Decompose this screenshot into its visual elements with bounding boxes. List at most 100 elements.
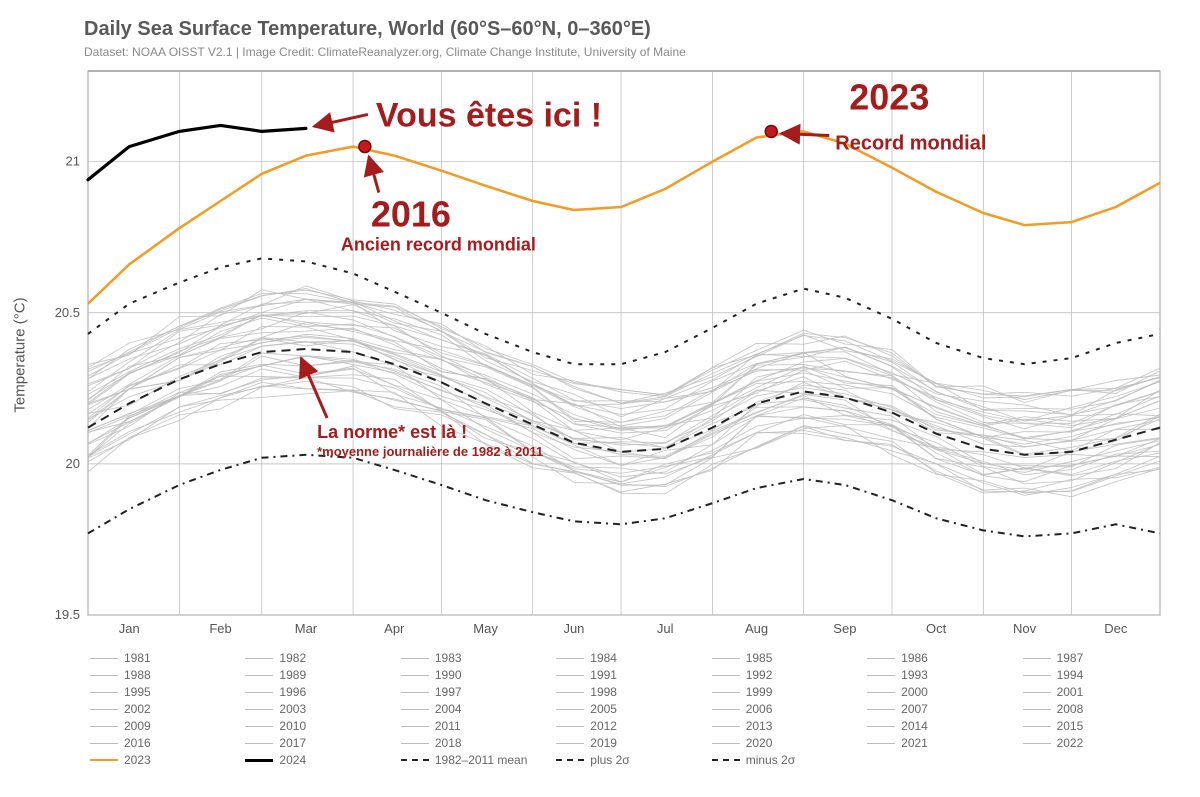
label-2023-sub: Record mondial [835,132,986,154]
label-vous-etes-ici: Vous êtes ici ! [376,96,602,134]
x-tick-label: May [473,621,498,636]
x-tick-label: Jun [563,621,584,636]
legend-swatch [556,658,584,659]
legend-label: 1998 [590,685,617,699]
legend-swatch [90,743,118,744]
legend-label: 1987 [1057,651,1084,665]
legend-swatch [867,692,895,693]
legend-item: 2013 [712,719,859,733]
legend-label: 2015 [1057,719,1084,733]
legend-swatch [90,675,118,676]
legend-label: 2023 [124,753,151,767]
legend-label: 2002 [124,702,151,716]
legend-swatch [712,675,740,676]
legend-item: 2015 [1023,719,1170,733]
y-tick-label: 21 [66,154,80,169]
legend-label: 2012 [590,719,617,733]
legend-label: 1989 [279,668,306,682]
legend-item: 1986 [867,651,1014,665]
legend-swatch [90,658,118,659]
legend-label: 2014 [901,719,928,733]
legend-swatch [867,675,895,676]
x-tick-label: Aug [745,621,768,636]
legend-swatch [245,743,273,744]
legend-swatch [556,743,584,744]
legend-label: 2024 [279,753,306,767]
legend-item: 2004 [401,702,548,716]
legend-swatch [556,759,584,761]
label-norme-sub: *moyenne journalière de 1982 à 2011 [317,444,543,459]
legend-swatch [90,759,118,761]
legend-swatch [401,675,429,676]
legend-swatch [556,675,584,676]
legend-swatch [867,726,895,727]
legend-item: 1989 [245,668,392,682]
x-tick-label: Sep [833,621,856,636]
legend-label: 2006 [746,702,773,716]
legend-swatch [712,759,740,761]
legend-item: 2017 [245,736,392,750]
y-tick-label: 20.5 [55,305,80,320]
legend-item: 1999 [712,685,859,699]
legend-label: 2007 [901,702,928,716]
x-tick-label: Jan [119,621,140,636]
legend-item: 1998 [556,685,703,699]
chart-subtitle: Dataset: NOAA OISST V2.1 | Image Credit:… [84,45,1180,59]
legend-item: 2001 [1023,685,1170,699]
legend-swatch [712,743,740,744]
legend-label: 1990 [435,668,462,682]
legend-swatch [1023,743,1051,744]
legend-item: 2006 [712,702,859,716]
legend-label: 1982 [279,651,306,665]
legend-label: 1985 [746,651,773,665]
legend-item: 2010 [245,719,392,733]
legend-item: 1981 [90,651,237,665]
legend-label: 2018 [435,736,462,750]
legend-item: 2008 [1023,702,1170,716]
legend-label: 2016 [124,736,151,750]
legend-swatch [1023,658,1051,659]
legend-label: 1991 [590,668,617,682]
legend-swatch [712,709,740,710]
x-tick-label: Nov [1013,621,1037,636]
legend-item: 2007 [867,702,1014,716]
legend-label: 2003 [279,702,306,716]
x-tick-label: Jul [657,621,674,636]
label-2016: 2016 [371,194,451,235]
legend-swatch [712,658,740,659]
legend-label: 2004 [435,702,462,716]
legend-swatch [245,675,273,676]
legend-item: 1988 [90,668,237,682]
legend-swatch [712,726,740,727]
legend-label: 1995 [124,685,151,699]
legend-swatch [245,692,273,693]
legend-label: 2019 [590,736,617,750]
legend-item: 2000 [867,685,1014,699]
legend-item: 2020 [712,736,859,750]
legend-swatch [401,726,429,727]
legend-item: 2023 [90,753,237,767]
legend-label: 2000 [901,685,928,699]
legend-label: 2021 [901,736,928,750]
legend-label: 1992 [746,668,773,682]
marker-2016-record [359,141,371,153]
legend-item: 1984 [556,651,703,665]
legend-item: 2011 [401,719,548,733]
legend-swatch [90,726,118,727]
legend-swatch [245,658,273,659]
legend-swatch [90,692,118,693]
legend: 1981 1982 1983 1984 1985 1986 1987 1988 1989 1990… [90,651,1170,767]
x-tick-label: Mar [295,621,318,636]
label-2016-sub: Ancien record mondial [341,235,536,255]
legend-item: minus 2σ [712,753,859,767]
legend-item: 2005 [556,702,703,716]
legend-label: 1993 [901,668,928,682]
legend-swatch [1023,709,1051,710]
y-axis-label: Temperature (°C) [12,297,29,412]
legend-label: 2010 [279,719,306,733]
legend-item: 2009 [90,719,237,733]
legend-item: 1983 [401,651,548,665]
legend-label: 2005 [590,702,617,716]
legend-item: 1997 [401,685,548,699]
legend-label: 1988 [124,668,151,682]
